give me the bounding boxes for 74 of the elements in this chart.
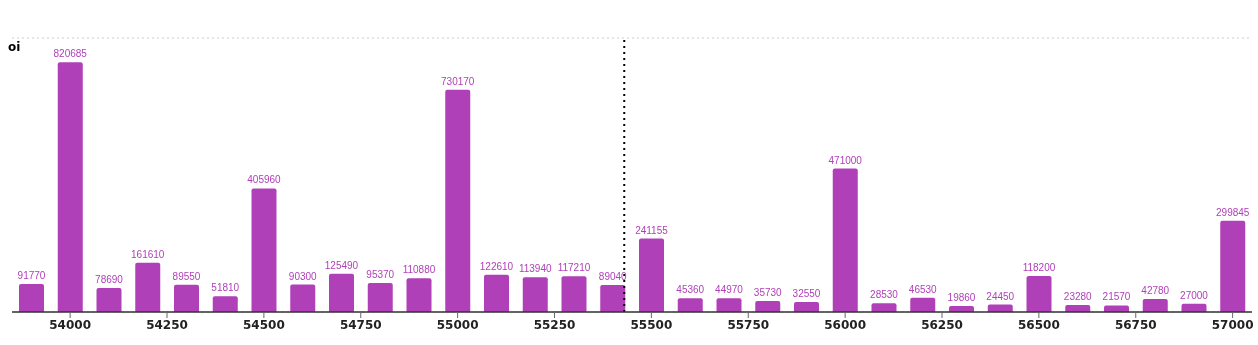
x-tick-label: 54250 [146,317,188,332]
bar [19,284,44,312]
bar [561,276,587,312]
data-label: 27000 [1180,289,1209,301]
data-label: 51810 [211,282,240,294]
x-tick-label: 54000 [49,317,91,332]
data-label: 161610 [131,248,165,260]
data-label: 89550 [172,270,201,282]
x-tick-label: 56250 [921,317,963,332]
x-tick-label: 55250 [533,317,576,332]
bar [251,188,277,312]
y-axis-title: oi [8,40,21,54]
data-label: 471000 [828,154,863,166]
bar [639,238,664,312]
bar [1142,298,1168,312]
bar [96,288,122,312]
x-tick-label: 55750 [727,317,770,332]
data-label: 95370 [366,268,395,280]
data-label: 89040 [598,270,628,282]
data-label: 241155 [635,224,669,236]
data-label: 32550 [792,288,821,300]
data-label: 35730 [753,287,783,299]
data-label: 110880 [402,264,436,276]
x-tick-label: 56500 [1018,317,1060,332]
data-label: 42780 [1141,284,1170,296]
bar [522,277,548,312]
bar [174,284,199,312]
x-tick-label: 54500 [243,317,285,332]
data-label: 46530 [908,283,938,295]
data-label: 118200 [1022,262,1056,274]
bar [677,298,703,312]
bar [212,296,238,312]
bar [871,303,897,312]
x-tick-label: 55000 [436,317,479,332]
bar [910,297,936,312]
data-label: 28530 [870,289,899,301]
bar [329,273,354,312]
data-label: 91770 [17,270,46,282]
data-label: 24450 [986,290,1015,302]
bar [755,301,781,312]
bar [445,89,471,312]
bar [135,262,161,312]
x-tick-label: 54750 [339,317,382,332]
data-label: 19860 [947,291,976,303]
bar [716,298,742,312]
data-label: 730170 [441,75,475,87]
data-label: 125490 [324,259,359,271]
data-label: 23280 [1063,290,1093,302]
bar [290,284,316,312]
x-tick-label: 56750 [1114,317,1157,332]
bar [832,168,858,312]
x-tick-label: 56000 [824,317,866,332]
data-label: 78690 [95,274,124,286]
data-label: 299845 [1216,206,1250,218]
bar [367,282,393,312]
x-tick-label: 57000 [1211,317,1254,332]
bar [600,284,626,312]
bar [484,274,509,312]
data-label: 117210 [557,262,591,274]
bar [1104,305,1129,312]
data-label: 405960 [247,174,282,186]
data-label: 113940 [518,263,552,275]
data-label: 44970 [715,284,744,296]
bar [57,62,83,312]
data-label: 90300 [288,270,318,282]
bar [794,302,819,312]
bar [1026,276,1052,312]
bar [1220,220,1246,312]
data-label: 820685 [53,48,88,60]
x-tick-label: 55500 [630,317,673,332]
data-label: 122610 [479,260,514,272]
bar [406,278,432,312]
data-label: 21570 [1102,291,1131,303]
data-label: 45360 [676,284,705,296]
